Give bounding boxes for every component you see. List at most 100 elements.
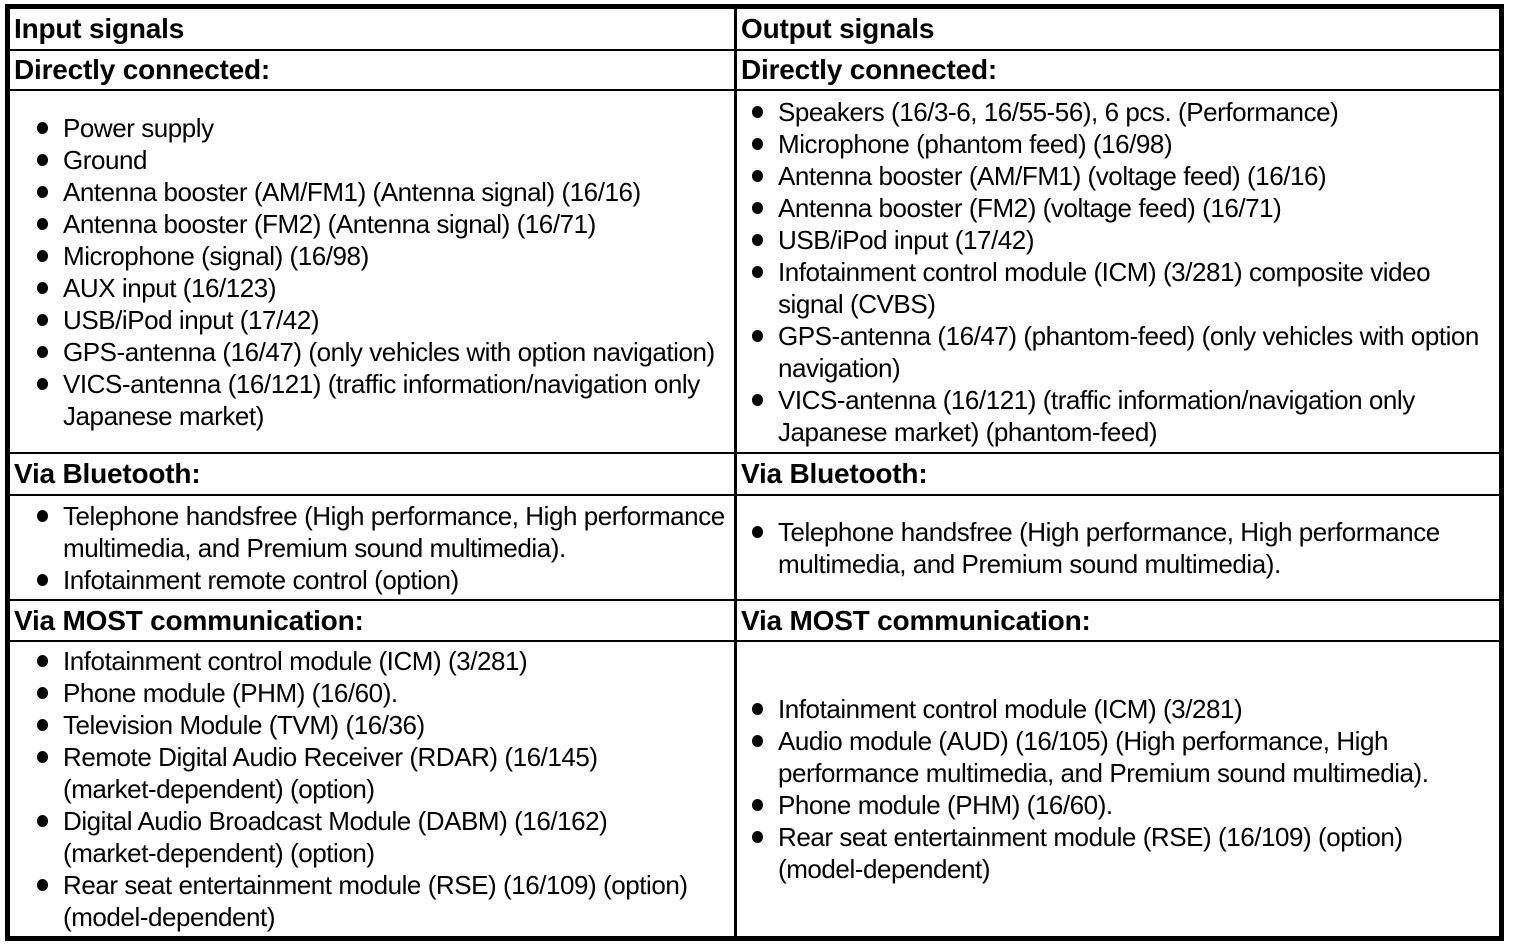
output-via-most-list: Infotainment control module (ICM) (3/281… (737, 642, 1499, 936)
list-item: Antenna booster (AM/FM1) (voltage feed) … (752, 160, 1495, 192)
input-signals-header: Input signals (10, 9, 737, 51)
list-item-line: multimedia, and Premium sound multimedia… (778, 548, 1281, 579)
list-item: Infotainment control module (ICM) (3/281… (752, 693, 1495, 725)
list-item-line: Japanese market) (phantom-feed) (778, 416, 1158, 447)
list-item-text: Phone module (PHM) (16/60). (778, 789, 1495, 821)
list-item-text: Ground (63, 144, 730, 176)
list-item: Antenna booster (FM2) (voltage feed) (16… (752, 192, 1495, 224)
list-item: Ground (37, 144, 730, 176)
list-item-text: Digital Audio Broadcast Module (DABM) (1… (63, 805, 730, 869)
list-item-line: Infotainment remote control (option) (63, 564, 459, 595)
list-item: Television Module (TVM) (16/36) (37, 709, 730, 741)
input-via-bluetooth-list: Telephone handsfree (High performance, H… (10, 496, 737, 601)
list-item-line: Telephone handsfree (High performance, H… (63, 500, 725, 531)
bullet-icon (37, 377, 48, 390)
bullet-icon (752, 831, 763, 843)
bullet-icon (37, 281, 48, 294)
list-item-line: Power supply (63, 112, 214, 143)
list-item-text: USB/iPod input (17/42) (778, 224, 1495, 256)
list-item-line: Audio module (AUD) (16/105) (High perfor… (778, 726, 1389, 756)
list-item-text: VICS-antenna (16/121) (traffic informati… (63, 368, 730, 432)
list-item-line: Telephone handsfree (High performance, H… (778, 516, 1440, 547)
list-item-text: Power supply (63, 112, 730, 144)
list-item-line: USB/iPod input (17/42) (778, 224, 1035, 255)
bullet-icon (37, 121, 48, 134)
list-item: Digital Audio Broadcast Module (DABM) (1… (37, 805, 730, 869)
list-item-text: Antenna booster (FM2) (voltage feed) (16… (778, 192, 1495, 224)
list-item-text: VICS-antenna (16/121) (traffic informati… (778, 384, 1495, 448)
list-item-text: Speakers (16/3-6, 16/55-56), 6 pcs. (Per… (778, 96, 1495, 128)
list-item-line: Antenna booster (FM2) (Antenna signal) (… (63, 208, 596, 239)
list-item-line: Antenna booster (AM/FM1) (voltage feed) … (778, 160, 1327, 191)
bullet-icon (752, 105, 763, 118)
list-item-text: Antenna booster (FM2) (Antenna signal) (… (63, 208, 730, 240)
list-item-text: Infotainment control module (ICM) (3/281… (778, 693, 1495, 725)
list-item: Infotainment control module (ICM) (3/281… (752, 256, 1495, 320)
bullet-icon (752, 329, 763, 342)
bullet-icon (752, 265, 763, 278)
list-item-text: Telephone handsfree (High performance, H… (63, 500, 730, 564)
list-item-line: USB/iPod input (17/42) (63, 304, 320, 335)
list-item-line: Infotainment control module (ICM) (3/281… (63, 646, 528, 676)
bullet-icon (752, 799, 763, 811)
output-section-label-via-bluetooth: Via Bluetooth: (737, 454, 1499, 496)
list-item-line: signal (CVBS) (778, 288, 936, 319)
bullet-icon (37, 509, 48, 522)
list-item: Telephone handsfree (High performance, H… (37, 500, 730, 564)
list-item: Remote Digital Audio Receiver (RDAR) (16… (37, 741, 730, 805)
list-item: Speakers (16/3-6, 16/55-56), 6 pcs. (Per… (752, 96, 1495, 128)
list-item-line: performance multimedia, and Premium soun… (778, 758, 1429, 788)
list-item-text: Infotainment control module (ICM) (3/281… (778, 256, 1495, 320)
bullet-icon (37, 815, 48, 827)
list-item: GPS-antenna (16/47) (only vehicles with … (37, 336, 730, 368)
bullet-icon (37, 345, 48, 358)
list-item-line: Microphone (phantom feed) (16/98) (778, 128, 1173, 159)
bullet-icon (752, 393, 763, 406)
list-item-line: Antenna booster (AM/FM1) (Antenna signal… (63, 176, 641, 207)
list-item-text: Rear seat entertainment module (RSE) (16… (778, 821, 1495, 885)
list-item-line: VICS-antenna (16/121) (traffic informati… (63, 368, 700, 399)
list-item-line: Ground (63, 144, 148, 175)
signals-table: Input signals Output signals Directly co… (5, 4, 1504, 941)
list-item-line: GPS-antenna (16/47) (phantom-feed) (only… (778, 320, 1479, 351)
list-item-text: Phone module (PHM) (16/60). (63, 677, 730, 709)
list-item: Infotainment remote control (option) (37, 564, 730, 596)
list-item: Phone module (PHM) (16/60). (37, 677, 730, 709)
output-section-label-via-most: Via MOST communication: (737, 601, 1499, 642)
list-item-line: (model-dependent) (63, 902, 276, 932)
list-item-text: AUX input (16/123) (63, 272, 730, 304)
input-directly-connected-list: Power supply Ground Antenna booster (AM/FM… (10, 91, 737, 454)
bullet-icon (37, 153, 48, 166)
list-item: USB/iPod input (17/42) (752, 224, 1495, 256)
list-item: Infotainment control module (ICM) (3/281… (37, 645, 730, 677)
bullet-icon (752, 703, 763, 715)
bullet-icon (752, 525, 763, 538)
bullet-icon (752, 169, 763, 182)
bullet-icon (752, 233, 763, 246)
list-item: Power supply (37, 112, 730, 144)
bullet-icon (37, 217, 48, 230)
input-section-label-directly-connected: Directly connected: (10, 51, 737, 91)
list-item: Rear seat entertainment module (RSE) (16… (752, 821, 1495, 885)
list-item-line: Infotainment control module (ICM) (3/281… (778, 256, 1431, 287)
list-item-text: Microphone (signal) (16/98) (63, 240, 730, 272)
list-item-line: VICS-antenna (16/121) (traffic informati… (778, 384, 1415, 415)
list-item-text: Telephone handsfree (High performance, H… (778, 516, 1495, 580)
input-via-most-list: Infotainment control module (ICM) (3/281… (10, 642, 737, 936)
bullet-icon (752, 201, 763, 214)
bullet-icon (37, 687, 48, 699)
list-item: USB/iPod input (17/42) (37, 304, 730, 336)
list-item-line: Phone module (PHM) (16/60). (778, 790, 1113, 820)
list-item-line: Microphone (signal) (16/98) (63, 240, 369, 271)
bullet-icon (752, 735, 763, 747)
list-item: Microphone (signal) (16/98) (37, 240, 730, 272)
list-item-text: GPS-antenna (16/47) (only vehicles with … (63, 336, 730, 368)
list-item-line: Phone module (PHM) (16/60). (63, 678, 398, 708)
input-section-label-via-bluetooth: Via Bluetooth: (10, 454, 737, 496)
bullet-icon (37, 573, 48, 586)
list-item-line: Antenna booster (FM2) (voltage feed) (16… (778, 192, 1282, 223)
list-item-text: USB/iPod input (17/42) (63, 304, 730, 336)
list-item-line: navigation) (778, 352, 901, 383)
list-item-text: Antenna booster (AM/FM1) (voltage feed) … (778, 160, 1495, 192)
list-item-line: Japanese market) (63, 400, 264, 431)
